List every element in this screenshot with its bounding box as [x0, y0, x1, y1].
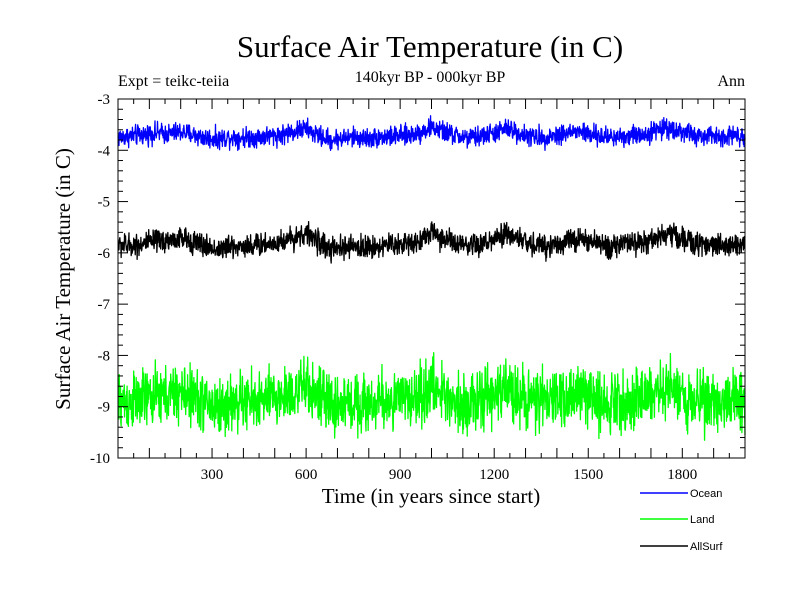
legend: Ocean Land AllSurf — [640, 488, 723, 553]
y-tick-label: -5 — [98, 195, 111, 211]
y-axis-label: Surface Air Temperature (in C) — [51, 148, 75, 410]
x-tick-label: 1500 — [573, 467, 603, 483]
y-tick-label: -10 — [90, 451, 110, 467]
y-tick-label: -9 — [98, 400, 111, 416]
series-line-land — [117, 352, 746, 441]
series-line-ocean — [117, 115, 746, 152]
y-tick-label: -4 — [98, 143, 111, 159]
legend-label-ocean: Ocean — [690, 488, 722, 500]
y-tick-label: -7 — [98, 297, 111, 313]
chart-subtitle: 140kyr BP - 000kyr BP — [355, 69, 506, 86]
x-tick-label: 1800 — [667, 467, 697, 483]
x-tick-label: 300 — [201, 467, 224, 483]
y-tick-label: -8 — [98, 348, 111, 364]
x-tick-label: 600 — [295, 467, 318, 483]
experiment-label: Expt = teikc-teiia — [118, 73, 229, 90]
x-axis-label: Time (in years since start) — [322, 484, 541, 508]
season-label: Ann — [717, 73, 745, 90]
y-tick-label: -3 — [98, 92, 111, 108]
series-line-allsurf — [117, 220, 746, 264]
chart-title: Surface Air Temperature (in C) — [237, 29, 623, 64]
legend-label-land: Land — [690, 514, 714, 526]
tick-layer — [118, 99, 745, 458]
x-tick-label: 900 — [389, 467, 412, 483]
x-tick-label: 1200 — [479, 467, 509, 483]
legend-label-allsurf: AllSurf — [690, 541, 723, 553]
y-tick-label: -6 — [98, 246, 111, 262]
series-layer — [117, 115, 746, 441]
